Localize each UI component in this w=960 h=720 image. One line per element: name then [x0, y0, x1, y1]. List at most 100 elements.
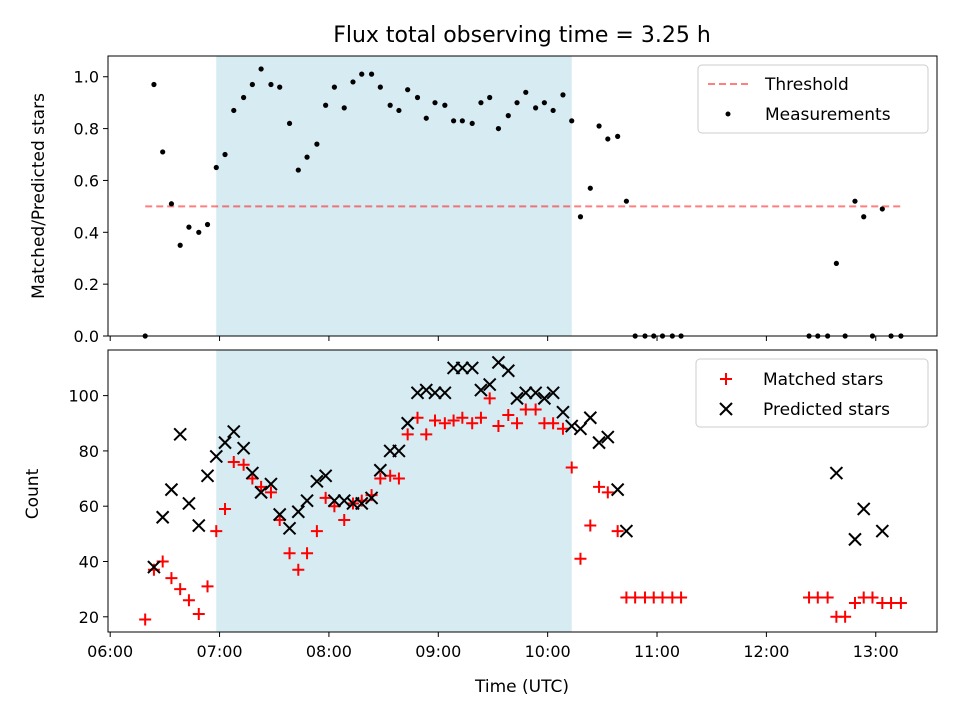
measurement-point [359, 71, 365, 77]
bottom-ytick-label: 20 [79, 608, 99, 627]
matched-star-point [139, 613, 152, 626]
matched-stars-points [139, 392, 907, 626]
measurement-point [377, 84, 383, 90]
top-ytick-label: 0.0 [74, 327, 99, 346]
measurement-point [304, 154, 310, 160]
measurement-point [160, 149, 166, 155]
predicted-star-point [164, 482, 179, 497]
measurement-point [514, 100, 520, 106]
matched-star-point [483, 392, 496, 405]
matched-star-point [301, 547, 314, 560]
matched-star-point [292, 563, 305, 576]
matched-star-point [574, 552, 587, 565]
measurement-point [495, 125, 502, 132]
predicted-star-point [400, 416, 415, 430]
measurement-point [523, 89, 529, 95]
predicted-star-point [601, 430, 615, 444]
top-ylabel: Matched/Predicted stars [29, 93, 49, 299]
predicted-star-point [200, 469, 215, 483]
predicted-star-point [147, 560, 161, 574]
predicted-star-point [528, 386, 543, 400]
predicted-star-point [438, 386, 452, 400]
legend-predicted-label: Predicted stars [763, 400, 890, 420]
bottom-legend: Matched stars Predicted stars [695, 358, 929, 428]
predicted-star-point [857, 502, 871, 516]
top-ytick-label: 0.2 [74, 275, 99, 294]
matched-star-point [556, 422, 569, 435]
bottom-ylabel: Count [23, 468, 43, 519]
predicted-star-point [482, 377, 497, 392]
predicted-star-point [491, 355, 506, 370]
chart-title: Flux total observing time = 3.25 h [333, 23, 711, 48]
predicted-star-point [337, 493, 351, 508]
predicted-star-point [355, 496, 369, 511]
top-panel: 0.0 0.2 0.4 0.6 0.8 1.0 Matched/Predicted sta… [29, 55, 938, 346]
bottom-xtick-label: 06:00 [87, 642, 133, 661]
measurement-point [241, 94, 247, 101]
matched-star-point [429, 414, 442, 427]
measurement-point [432, 100, 438, 106]
measurement-point [258, 66, 264, 72]
measurement-point [423, 115, 429, 121]
predicted-star-point [209, 449, 223, 464]
predicted-star-point [419, 383, 433, 397]
measurement-point [277, 84, 283, 90]
matched-star-point [675, 591, 688, 604]
predicted-star-point [610, 482, 625, 497]
measurement-point [541, 100, 547, 106]
legend-matched-label: Matched stars [763, 370, 883, 390]
bottom-xtick-label: 12:00 [743, 642, 789, 661]
matched-star-point [283, 547, 296, 560]
bottom-legend-box [695, 358, 929, 428]
top-axis-ticks: 0.0 0.2 0.4 0.6 0.8 1.0 [74, 68, 877, 346]
matched-star-point [338, 514, 351, 527]
matched-star-point [839, 610, 852, 623]
measurement-point [314, 141, 320, 147]
predicted-star-point [310, 474, 324, 489]
matched-star-point [529, 403, 542, 416]
top-ytick-label: 0.4 [74, 223, 99, 242]
bottom-ytick-label: 100 [68, 387, 99, 406]
bottom-ytick-label: 40 [79, 553, 99, 572]
measurement-point [177, 242, 183, 248]
legend-measurements-swatch [725, 111, 731, 117]
matched-star-point [438, 417, 451, 430]
predicted-star-point [519, 386, 533, 400]
matched-star-point [492, 420, 505, 433]
bottom-xtick-label: 11:00 [634, 642, 680, 661]
matched-star-point [601, 486, 614, 499]
measurement-point [478, 100, 484, 106]
matched-star-point [264, 486, 277, 499]
bottom-xlabel: Time (UTC) [474, 677, 569, 697]
measurement-point [286, 120, 293, 127]
measurement-point [560, 92, 566, 98]
matched-star-point [611, 525, 624, 538]
bottom-ytick-label: 80 [79, 442, 99, 461]
matched-star-point [392, 472, 405, 485]
top-legend: Threshold Measurements [697, 64, 929, 134]
matched-star-point [447, 414, 460, 427]
matched-star-point [192, 608, 205, 621]
measurement-point [295, 167, 301, 173]
measurement-point [213, 164, 219, 171]
bottom-xtick-label: 08:00 [306, 642, 352, 661]
matched-star-point [848, 596, 861, 609]
matched-star-point [273, 514, 286, 527]
top-ytick-label: 1.0 [74, 68, 99, 87]
matched-star-point [894, 596, 907, 609]
bottom-ytick-label: 60 [79, 497, 99, 516]
predicted-star-point [236, 441, 251, 455]
measurement-point [442, 102, 448, 108]
matched-star-point [547, 417, 560, 430]
measurement-point [569, 118, 575, 124]
predicted-star-point [227, 424, 241, 439]
matched-star-point [584, 519, 597, 532]
measurement-point [469, 120, 475, 127]
predicted-star-point [373, 463, 388, 477]
matched-star-point [466, 417, 479, 430]
predicted-star-point [829, 466, 844, 480]
top-ytick-label: 0.6 [74, 171, 99, 190]
measurement-point [341, 105, 347, 111]
predicted-star-point [848, 532, 862, 547]
